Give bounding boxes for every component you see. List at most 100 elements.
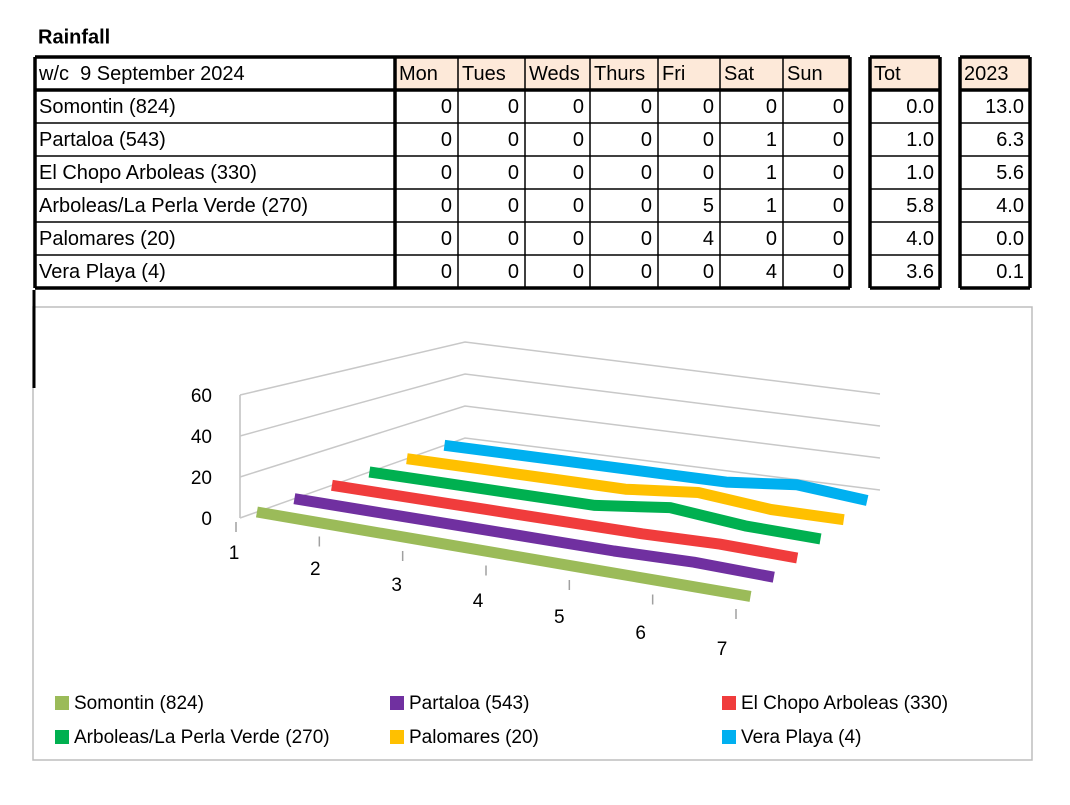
row-label: Palomares (20) xyxy=(39,228,176,250)
cell: 5.6 xyxy=(996,162,1024,184)
cell: 0.0 xyxy=(906,96,934,118)
header-cell: Fri xyxy=(662,63,685,85)
cell: 0 xyxy=(508,96,519,118)
x-tick-label: 3 xyxy=(391,575,402,596)
cell: 0 xyxy=(441,228,452,250)
legend-label: Somontin (824) xyxy=(74,693,204,714)
cell: 0 xyxy=(833,96,844,118)
x-tick-label: 5 xyxy=(554,607,565,628)
cell: 0 xyxy=(766,228,777,250)
legend-swatch xyxy=(55,696,69,710)
row-label: Partaloa (543) xyxy=(39,129,166,151)
cell: 1.0 xyxy=(906,162,934,184)
cell: 0 xyxy=(833,195,844,217)
y-tick-label: 0 xyxy=(201,509,212,530)
cell: 1.0 xyxy=(906,129,934,151)
cell: 0 xyxy=(703,96,714,118)
cell: 0 xyxy=(833,261,844,283)
cell: 0 xyxy=(833,162,844,184)
header-cell: Sun xyxy=(787,63,823,85)
cell: 0 xyxy=(641,195,652,217)
row-label: Somontin (824) xyxy=(39,96,176,118)
header-cell: Tot xyxy=(874,63,901,85)
header-cell-bg xyxy=(458,57,525,90)
cell: 0 xyxy=(833,228,844,250)
cell: 0 xyxy=(833,129,844,151)
cell: 0 xyxy=(441,129,452,151)
cell: 0 xyxy=(508,129,519,151)
legend-label: Vera Playa (4) xyxy=(741,727,861,748)
legend-swatch xyxy=(722,730,736,744)
cell: 0 xyxy=(573,96,584,118)
x-tick-label: 1 xyxy=(229,543,240,564)
y-tick-label: 20 xyxy=(191,468,212,489)
x-tick-label: 4 xyxy=(473,591,484,612)
legend-swatch xyxy=(390,730,404,744)
grid-line xyxy=(239,373,881,437)
cell: 1 xyxy=(766,162,777,184)
header-cell-bg xyxy=(720,57,783,90)
legend-swatch xyxy=(722,696,736,710)
header-cell: w/c 9 September 2024 xyxy=(38,63,245,85)
header-cell: Tues xyxy=(462,63,506,85)
cell: 0 xyxy=(641,129,652,151)
grid-line xyxy=(239,341,881,396)
ribbon xyxy=(293,493,775,583)
ribbon xyxy=(406,453,845,526)
y-tick-label: 60 xyxy=(191,386,212,407)
ribbon xyxy=(443,439,869,506)
header-cell: Thurs xyxy=(594,63,645,85)
cell: 0 xyxy=(441,162,452,184)
ribbon xyxy=(331,479,799,564)
cell: 0 xyxy=(573,228,584,250)
cell: 4.0 xyxy=(906,228,934,250)
title: Rainfall xyxy=(38,26,110,48)
grid-line xyxy=(239,437,881,519)
cell: 1 xyxy=(766,129,777,151)
cell: 0 xyxy=(766,96,777,118)
cell: 13.0 xyxy=(985,96,1024,118)
cell: 4 xyxy=(703,228,714,250)
cell: 0 xyxy=(573,162,584,184)
legend-swatch xyxy=(390,696,404,710)
header-cell-bg xyxy=(658,57,720,90)
row-label: El Chopo Arboleas (330) xyxy=(39,162,257,184)
cell: 4 xyxy=(766,261,777,283)
cell: 0 xyxy=(641,261,652,283)
legend-label: El Chopo Arboleas (330) xyxy=(741,693,948,714)
cell: 6.3 xyxy=(996,129,1024,151)
cell: 0 xyxy=(508,195,519,217)
cell: 0 xyxy=(441,261,452,283)
cell: 0 xyxy=(573,261,584,283)
ribbon xyxy=(368,466,822,545)
header-cell: Mon xyxy=(399,63,438,85)
legend-label: Arboleas/La Perla Verde (270) xyxy=(74,727,330,748)
cell: 0.0 xyxy=(996,228,1024,250)
legend-swatch xyxy=(55,730,69,744)
cell: 5.8 xyxy=(906,195,934,217)
legend-label: Partaloa (543) xyxy=(409,693,529,714)
cell: 3.6 xyxy=(906,261,934,283)
cell: 0 xyxy=(508,228,519,250)
x-tick-label: 2 xyxy=(310,559,321,580)
header-cell-bg xyxy=(870,57,940,90)
legend-label: Palomares (20) xyxy=(409,727,539,748)
row-label: Arboleas/La Perla Verde (270) xyxy=(39,195,308,217)
cell: 0 xyxy=(508,162,519,184)
header-cell-bg xyxy=(783,57,850,90)
cell: 0 xyxy=(508,261,519,283)
row-label: Vera Playa (4) xyxy=(39,261,166,283)
x-tick-label: 6 xyxy=(635,623,646,644)
header-cell-bg xyxy=(525,57,590,90)
cell: 0 xyxy=(441,96,452,118)
header-cell: 2023 xyxy=(964,63,1009,85)
cell: 0 xyxy=(441,195,452,217)
cell: 0 xyxy=(573,195,584,217)
ribbon xyxy=(255,506,752,602)
header-cell-bg xyxy=(590,57,658,90)
cell: 0 xyxy=(703,129,714,151)
header-cell-bg xyxy=(395,57,458,90)
header-cell: Weds xyxy=(529,63,580,85)
